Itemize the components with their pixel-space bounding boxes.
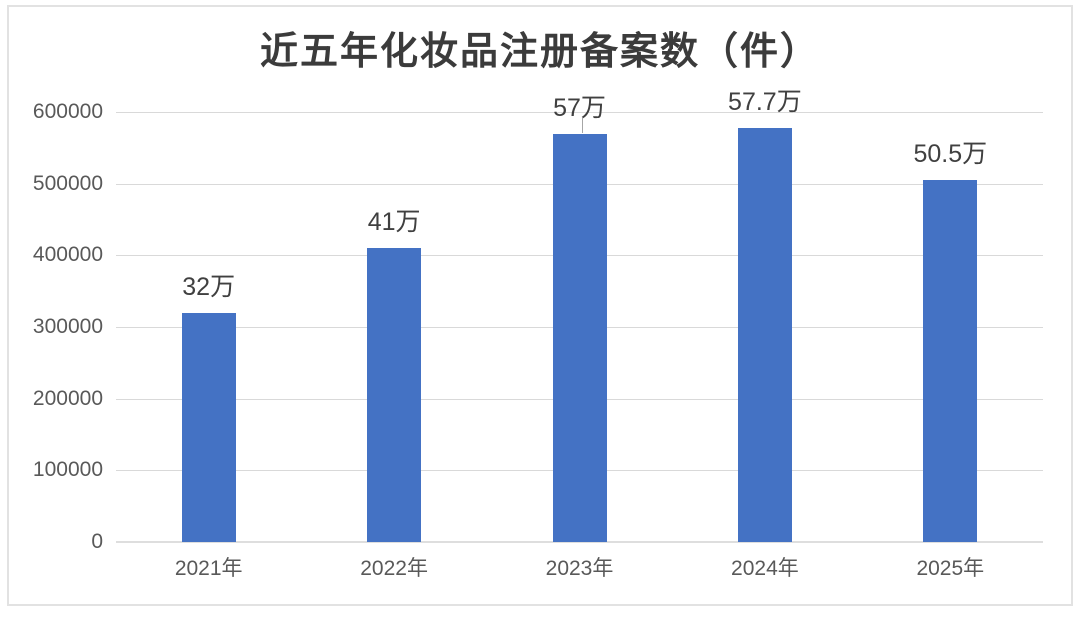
y-axis-tick-label: 300000 bbox=[32, 315, 103, 338]
y-axis-tick-label: 500000 bbox=[32, 171, 103, 195]
bar-data-label: 32万 bbox=[182, 272, 236, 301]
x-axis-tick-label: 2025年 bbox=[916, 557, 985, 580]
x-axis-tick-label: 2023年 bbox=[545, 557, 614, 580]
bar-data-label: 41万 bbox=[367, 208, 421, 237]
y-axis-tick-label: 200000 bbox=[32, 386, 103, 410]
x-axis-tick-label: 2021年 bbox=[174, 557, 243, 580]
bar-data-label: 57.7万 bbox=[728, 88, 802, 117]
chart-title: 近五年化妆品注册备案数（件） bbox=[259, 31, 820, 73]
x-axis-tick-label: 2022年 bbox=[360, 557, 428, 580]
bar-data-label: 50.5万 bbox=[913, 140, 988, 169]
x-axis-line bbox=[116, 541, 1043, 543]
bar bbox=[367, 248, 422, 542]
x-axis-tick-label: 2024年 bbox=[731, 557, 799, 580]
bar bbox=[181, 312, 236, 542]
y-axis-tick-label: 0 bbox=[91, 530, 103, 553]
y-axis-tick-label: 400000 bbox=[32, 243, 103, 267]
bar bbox=[552, 133, 607, 542]
bar bbox=[737, 128, 792, 542]
bar-data-label: 57万 bbox=[553, 93, 606, 122]
gridline bbox=[116, 112, 1043, 113]
leader-line bbox=[581, 117, 583, 133]
bar bbox=[923, 180, 978, 542]
y-axis-tick-label: 100000 bbox=[32, 458, 103, 482]
y-axis-tick-label: 600000 bbox=[32, 100, 103, 123]
